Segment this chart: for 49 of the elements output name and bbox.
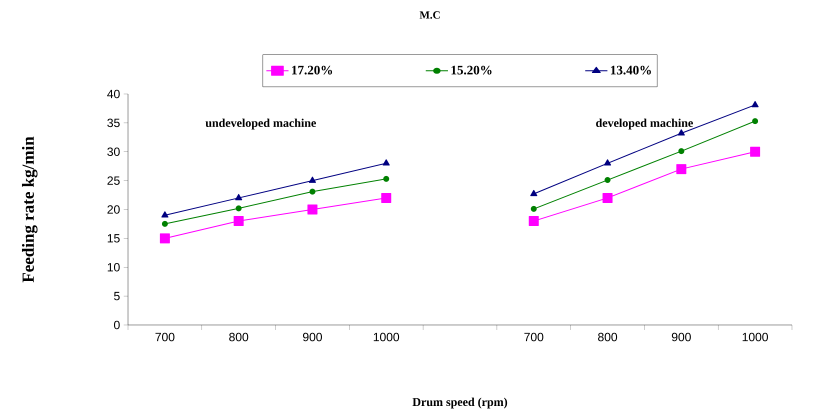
point <box>752 118 758 124</box>
point <box>162 220 168 227</box>
point <box>678 129 685 136</box>
point <box>234 216 244 226</box>
annotation: undeveloped machine <box>205 118 316 130</box>
point <box>530 190 538 196</box>
point <box>160 233 170 244</box>
point <box>161 211 168 218</box>
point <box>235 194 242 200</box>
point <box>307 204 318 214</box>
point <box>676 164 686 174</box>
y-tick-label: 25 <box>107 176 120 185</box>
x-tick-label: 1000 <box>742 332 768 342</box>
legend-label: 17.20% <box>292 66 332 75</box>
point <box>528 216 539 226</box>
x-tick-label: 900 <box>303 332 322 342</box>
y-tick-label: 20 <box>107 205 120 214</box>
x-tick-label: 1000 <box>374 332 400 342</box>
y-tick-label: 15 <box>108 234 120 243</box>
point <box>308 176 316 183</box>
legend-label: 13.40% <box>610 66 651 75</box>
chart-title: M.C <box>420 11 440 19</box>
x-tick-label: 800 <box>229 332 248 342</box>
x-tick-label: 900 <box>672 332 691 342</box>
x-axis-title: Drum speed (rpm) <box>412 398 508 409</box>
point <box>236 205 242 212</box>
point <box>382 159 390 166</box>
point <box>383 176 390 182</box>
point <box>752 100 759 108</box>
y-tick-label: 30 <box>107 148 120 156</box>
point <box>678 148 684 154</box>
x-tick-label: 700 <box>524 332 544 342</box>
annotation: developed machine <box>596 118 693 130</box>
legend-label: 15.20% <box>452 66 492 75</box>
point <box>309 188 316 195</box>
y-tick-label: 10 <box>108 262 120 272</box>
point <box>530 206 537 212</box>
y-tick-label: 0 <box>114 320 120 330</box>
point <box>381 192 392 203</box>
x-tick-label: 700 <box>156 332 174 342</box>
y-tick-label: 40 <box>107 90 120 98</box>
point <box>750 146 760 157</box>
y-tick-label: 5 <box>114 292 120 300</box>
x-tick-label: 800 <box>598 332 618 342</box>
point <box>604 159 612 166</box>
y-axis-title: Feeding rate kg/min <box>22 136 38 282</box>
point <box>604 177 611 184</box>
point <box>602 192 613 203</box>
y-tick-label: 35 <box>107 118 120 128</box>
